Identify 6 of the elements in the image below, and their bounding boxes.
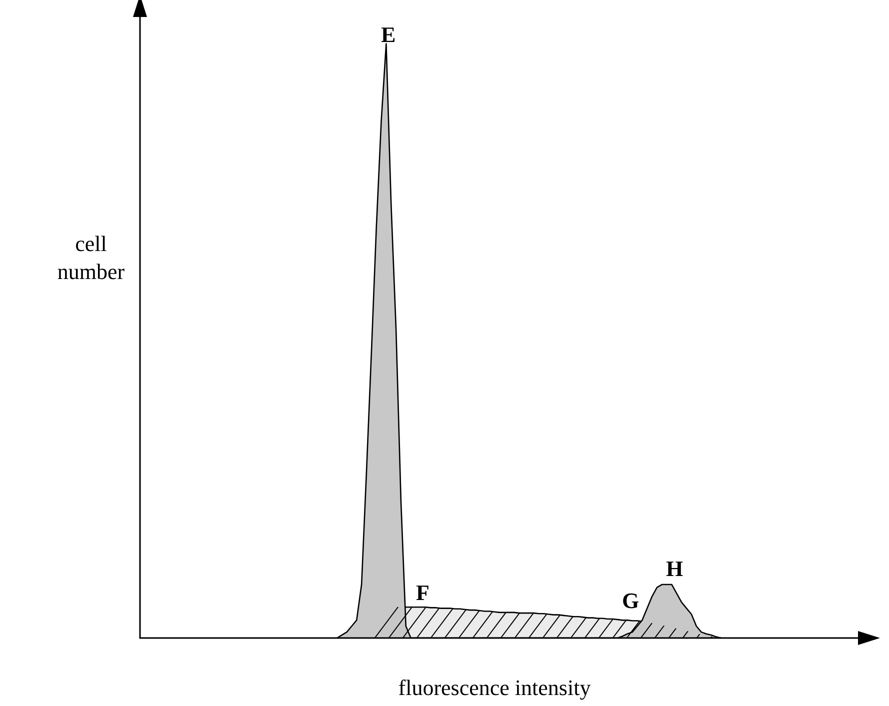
annotation: G xyxy=(622,588,640,614)
annotation: H xyxy=(666,556,684,582)
y-axis-title: cell number xyxy=(56,230,126,286)
x-axis-title: fluorescence intensity xyxy=(397,674,592,702)
annotation: F xyxy=(416,580,430,606)
annotation: E xyxy=(381,22,396,48)
